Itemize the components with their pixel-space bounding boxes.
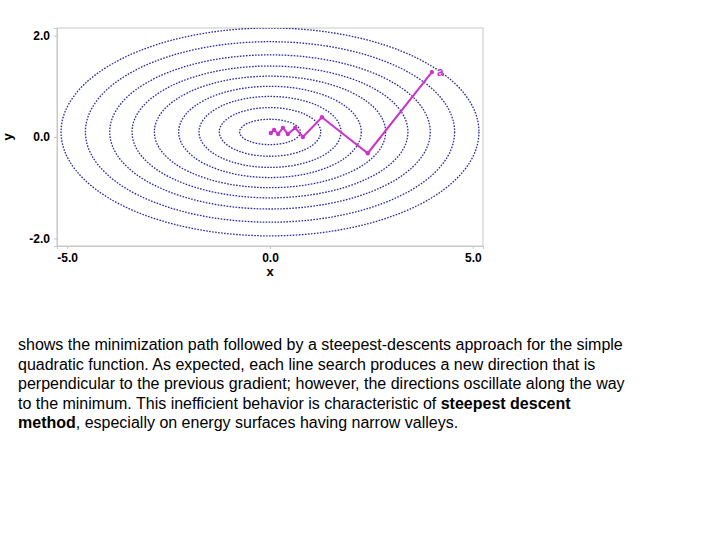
x-tick-label: 0.0 (262, 251, 279, 265)
caption-line: to the minimum. This inefficient behavio… (18, 395, 571, 412)
caption-text: quadratic function. As expected, each li… (18, 356, 595, 373)
x-tick-label: -5.0 (57, 251, 78, 265)
path-point (269, 131, 273, 135)
caption-text: perpendicular to the previous gradient; … (18, 375, 625, 392)
path-point (276, 132, 280, 136)
x-axis: -5.0 0.0 5.0 (57, 246, 483, 265)
x-tick: 0.0 (262, 246, 279, 265)
x-tick-mark (270, 246, 271, 249)
caption-line: shows the minimization path followed by … (18, 336, 623, 353)
path-point (281, 126, 285, 130)
caption-text: to the minimum. This inefficient behavio… (18, 395, 441, 412)
y-tick-label: -2.0 (29, 232, 50, 246)
caption-strong: steepest descent (441, 395, 572, 412)
y-axis-title: y (0, 133, 15, 141)
caption-line: method, especially on energy surfaces ha… (18, 414, 458, 431)
contour (61, 28, 479, 236)
path-point (293, 126, 297, 130)
plot-area (61, 28, 479, 236)
x-tick-mark (67, 246, 68, 249)
path-point (366, 151, 370, 155)
y-tick-mark (54, 137, 57, 138)
x-tick: 5.0 (465, 246, 482, 265)
y-tick: 2.0 (33, 29, 57, 43)
contour (199, 96, 341, 167)
y-tick: -2.0 (29, 232, 57, 246)
path-point (286, 132, 290, 136)
x-axis-line (58, 247, 484, 250)
path-point (320, 115, 324, 119)
y-tick-mark (54, 36, 57, 37)
caption: shows the minimization path followed by … (18, 336, 625, 431)
caption-text: , especially on energy surfaces having n… (76, 414, 458, 431)
caption-line: perpendicular to the previous gradient; … (18, 375, 625, 392)
annotation: a (437, 65, 444, 79)
contour (85, 42, 454, 222)
x-tick-label: 5.0 (465, 251, 482, 265)
x-tick: -5.0 (57, 246, 78, 265)
y-tick-label: 0.0 (33, 130, 50, 144)
contour (110, 55, 431, 209)
caption-text: shows the minimization path followed by … (18, 336, 623, 353)
plot-frame (57, 28, 483, 246)
descent-path (271, 72, 432, 153)
contour (132, 66, 408, 198)
chart-root: a -5.0 0.0 5.0 -2.0 0.0 2.0 x y shows the minimiz… (0, 0, 720, 540)
path-point (272, 128, 276, 132)
y-tick: 0.0 (33, 130, 57, 144)
path-point (301, 135, 305, 139)
y-tick-mark (54, 238, 57, 239)
contour (219, 108, 320, 157)
contour (179, 86, 362, 177)
y-tick-label: 2.0 (33, 29, 50, 43)
x-tick-mark (473, 246, 474, 249)
y-axis: -2.0 0.0 2.0 (29, 29, 57, 247)
path-point (430, 70, 434, 74)
contour (154, 76, 385, 188)
y-axis-line (54, 29, 58, 247)
caption-strong: method (18, 414, 76, 431)
caption-line: quadratic function. As expected, each li… (18, 356, 595, 373)
x-axis-title: x (266, 264, 274, 279)
